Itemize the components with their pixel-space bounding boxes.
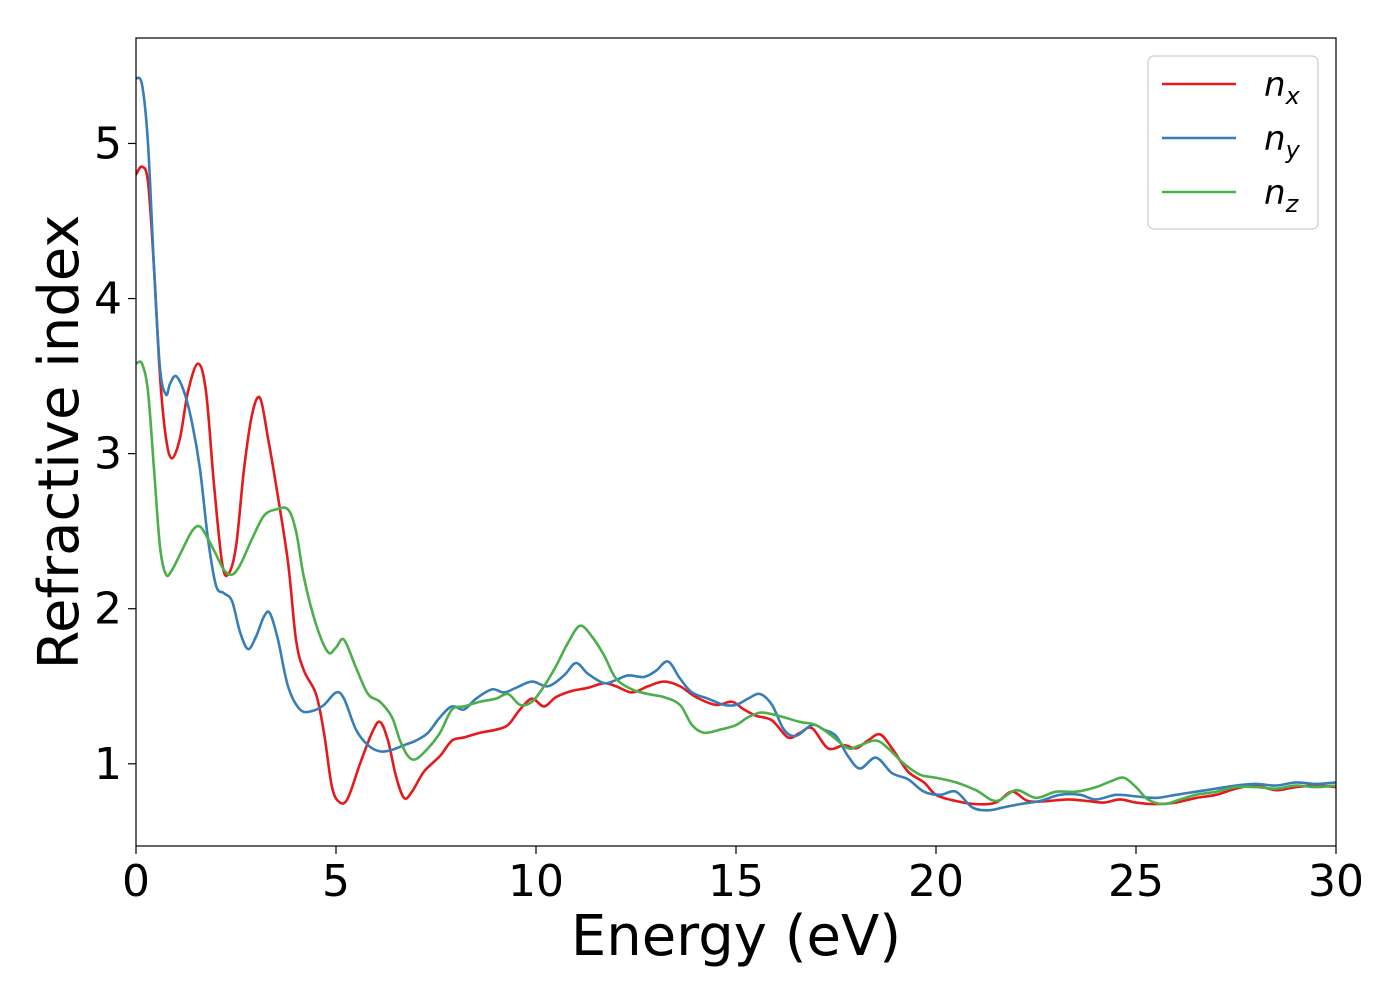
x-tick-label: 20 <box>908 856 964 907</box>
legend-label-nx: nx <box>1264 65 1301 110</box>
x-tick-label: 30 <box>1308 856 1364 907</box>
y-tick-label: 4 <box>94 274 122 325</box>
x-tick-label: 5 <box>322 856 350 907</box>
series-line-nz <box>136 360 1336 806</box>
legend-subscript: y <box>1285 136 1301 164</box>
x-axis-title: Energy (eV) <box>571 904 901 969</box>
legend-subscript: z <box>1285 190 1300 218</box>
series-line-ny <box>136 76 1336 812</box>
y-axis-title: Refractive index <box>27 215 92 670</box>
x-tick-label: 15 <box>708 856 764 907</box>
y-tick-label: 2 <box>94 584 122 635</box>
y-tick-label: 5 <box>94 118 122 169</box>
y-tick-label: 1 <box>94 739 122 790</box>
x-tick-label: 25 <box>1108 856 1164 907</box>
x-tick-label: 10 <box>508 856 564 907</box>
legend-label-ny: ny <box>1264 119 1301 164</box>
x-axis-ticks: 0 5 10 15 20 25 30 <box>122 846 1364 907</box>
series-layer <box>136 76 1336 812</box>
y-tick-label: 3 <box>94 429 122 480</box>
legend-subscript: x <box>1285 82 1301 110</box>
x-tick-label: 0 <box>122 856 150 907</box>
y-axis-ticks: 1 2 3 4 5 <box>94 118 136 790</box>
legend-box <box>1147 55 1319 230</box>
